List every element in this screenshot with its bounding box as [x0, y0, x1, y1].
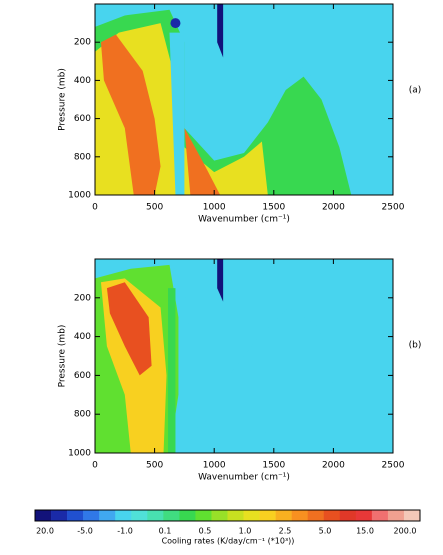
colorbar-swatch: [35, 510, 52, 521]
colorbar-swatch: [179, 510, 196, 521]
panel-label: (b): [409, 341, 422, 351]
contour-region: [170, 18, 181, 29]
colorbar-swatch: [211, 510, 228, 521]
colorbar-swatch: [115, 510, 132, 521]
panel-b: 0 500 1000 1500 2000 2500 200 400 600 800 1000 Wave…: [58, 258, 422, 483]
y-tick-label: 600: [74, 371, 91, 381]
plot-frame: [94, 258, 394, 454]
panel-a: 0 500 1000 1500 2000 2500 200 400 600 800 1000 Wave…: [58, 3, 422, 225]
x-tick-label: 1500: [262, 461, 285, 471]
contour-region: [168, 288, 176, 453]
colorbar-label: 15.0: [356, 527, 374, 536]
colorbar-swatch: [195, 510, 212, 521]
x-tick-label: 2000: [322, 203, 345, 213]
colorbar-label: 2.5: [279, 527, 292, 536]
contour-region: [100, 34, 161, 195]
colorbar-label: 200.0: [394, 527, 417, 536]
colorbar-swatch: [83, 510, 100, 521]
colorbar: 20.0 -5.0 -1.0 0.1 0.5 1.0 2.5 5.0 15.0 200.0 Cool…: [34, 509, 421, 546]
x-axis-label: Wavenumber (cm⁻¹): [198, 215, 290, 225]
contour-region: [217, 4, 224, 58]
colorbar-swatch: [323, 510, 341, 521]
x-tick-label: 1000: [203, 203, 226, 213]
colorbar-frame: [34, 509, 421, 522]
colorbar-label: -5.0: [77, 527, 93, 536]
y-tick-label: 400: [74, 76, 91, 86]
colorbar-swatch: [227, 510, 244, 521]
x-tick-label: 500: [146, 203, 163, 213]
y-tick-label: 800: [74, 152, 91, 162]
y-axis-label: Pressure (mb): [58, 325, 68, 388]
colorbar-swatch: [259, 510, 276, 521]
colorbar-swatch: [307, 510, 325, 521]
contour-region: [184, 128, 221, 195]
x-tick-label: 0: [92, 461, 98, 471]
y-tick-label: 800: [74, 410, 91, 420]
colorbar-swatch: [67, 510, 84, 521]
y-axis-label: Pressure (mb): [58, 68, 68, 131]
contour-field: [95, 259, 393, 453]
colorbar-swatch: [99, 510, 116, 521]
colorbar-label: -1.0: [117, 527, 133, 536]
y-tick-label: 1000: [68, 191, 91, 201]
colorbar-swatch: [403, 510, 421, 521]
colorbar-swatch: [131, 510, 148, 521]
colorbar-label: 1.0: [239, 527, 252, 536]
colorbar-swatch: [371, 510, 389, 521]
y-tick-label: 200: [74, 293, 91, 303]
x-tick-label: 1000: [203, 461, 226, 471]
colorbar-swatch: [355, 510, 373, 521]
colorbar-swatch: [163, 510, 180, 521]
plot-frame: [94, 3, 394, 196]
y-tick-label: 200: [74, 38, 91, 48]
x-tick-label: 0: [92, 203, 98, 213]
colorbar-swatch: [243, 510, 260, 521]
x-tick-label: 1500: [262, 203, 285, 213]
x-tick-label: 2500: [382, 461, 405, 471]
panel-label: (a): [409, 86, 422, 96]
colorbar-label: 5.0: [319, 527, 332, 536]
colorbar-swatch: [51, 510, 68, 521]
x-axis-label: Wavenumber (cm⁻¹): [198, 473, 290, 483]
colorbar-swatch: [291, 510, 309, 521]
x-tick-label: 2000: [322, 461, 345, 471]
y-tick-label: 600: [74, 114, 91, 124]
y-tick-label: 1000: [68, 449, 91, 459]
colorbar-swatch: [275, 510, 292, 521]
colorbar-swatch: [147, 510, 164, 521]
x-tick-label: 500: [146, 461, 163, 471]
colorbar-swatch: [339, 510, 357, 521]
x-tick-label: 2500: [382, 203, 405, 213]
colorbar-label: 20.0: [36, 527, 54, 536]
contour-region: [169, 32, 185, 195]
colorbar-swatch: [387, 510, 405, 521]
colorbar-label: 0.5: [199, 527, 212, 536]
colorbar-title: Cooling rates (K/day/cm⁻¹ (*10³)): [162, 537, 295, 546]
contour-region: [217, 259, 224, 302]
contour-region: [106, 282, 152, 376]
colorbar-label: 0.1: [159, 527, 172, 536]
y-tick-label: 400: [74, 332, 91, 342]
contour-field: [95, 4, 393, 195]
